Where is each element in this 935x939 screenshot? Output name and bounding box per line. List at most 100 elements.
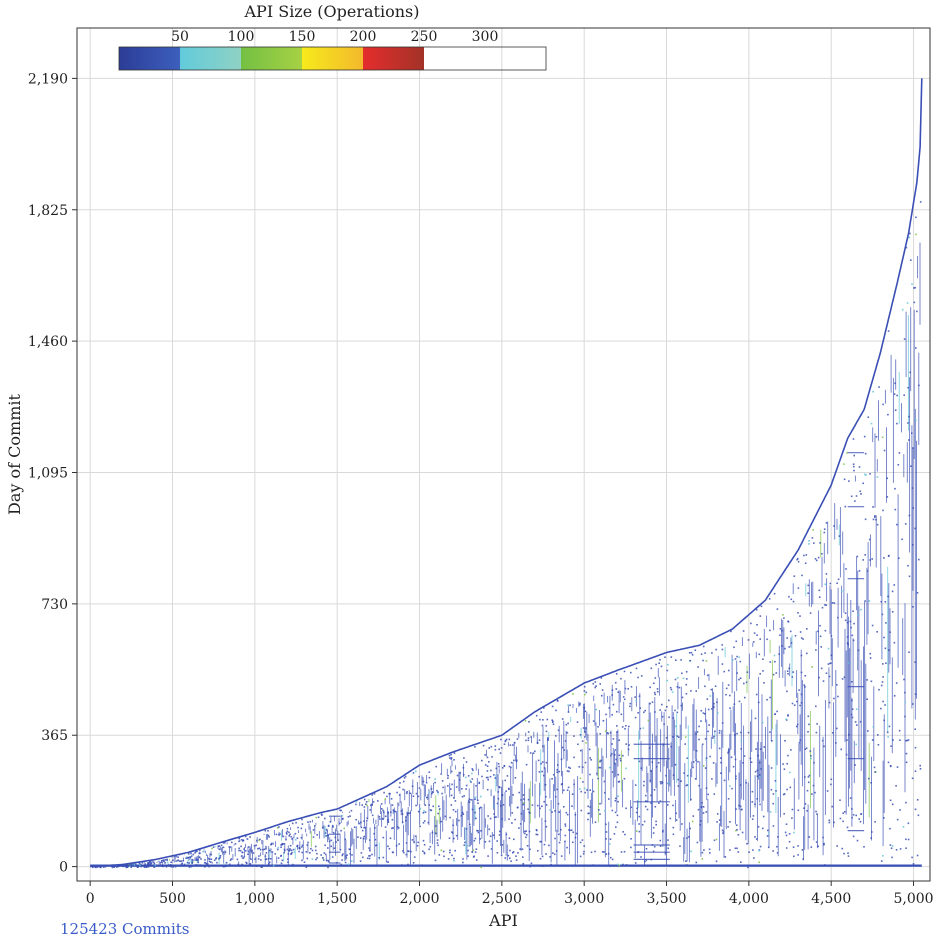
commit-point [649,686,651,689]
commit-point [353,826,356,828]
commit-point [864,600,866,602]
commit-point [96,866,99,868]
commit-point [450,753,452,756]
commit-point [242,857,245,859]
commit-point [781,645,783,647]
commit-point [680,704,683,707]
commit-point [506,775,509,777]
commit-point [337,839,339,841]
commit-point [351,854,353,856]
commit-point [246,838,249,840]
commit-point [695,690,697,692]
commit-point [654,711,656,713]
commit-point [169,865,171,867]
commit-point [702,806,705,808]
commit-point [843,463,845,465]
commit-point [855,743,857,746]
commit-point [634,696,636,698]
commit-point [893,641,896,644]
commit-point [733,703,736,705]
commit-point [236,858,239,861]
commit-point [519,848,521,850]
commit-point [527,737,530,739]
commit-point [883,719,885,722]
commit-point [655,820,657,823]
commit-point [616,710,618,713]
commit-point [447,774,449,777]
commit-point [243,848,245,850]
commit-point [471,778,474,780]
commit-point [747,731,750,734]
commit-point [283,843,285,845]
commit-point [415,770,417,773]
commit-point [228,863,231,866]
commit-point [729,849,731,851]
commit-point [296,837,299,839]
commit-point [685,860,687,862]
commit-point [881,436,884,439]
commit-point [516,738,519,740]
commit-point [560,855,563,857]
commit-point [402,788,404,791]
commit-point [345,857,348,859]
commit-point [519,823,522,825]
commit-point [267,830,269,832]
commit-point [622,831,624,833]
commit-point [362,856,364,859]
commit-point [305,851,308,853]
commit-point [877,734,879,736]
commit-point [639,707,641,709]
commit-point [363,837,365,840]
commit-point [524,720,527,722]
commit-point [652,850,655,853]
commit-point [623,777,626,780]
commit-point [839,799,841,801]
commit-point [889,631,891,633]
commit-point [916,799,919,801]
commit-point [392,827,394,829]
commit-point [547,739,549,741]
commit-point [880,684,883,687]
commit-point [832,732,834,734]
commit-point [610,754,612,757]
commit-point [552,720,554,723]
commit-point [556,769,558,771]
commit-point [312,836,315,838]
commit-point [436,842,439,844]
commit-point [149,860,151,863]
commit-point [507,854,510,857]
commit-point [431,792,433,795]
commit-point [585,742,587,744]
commit-point [856,724,858,726]
commit-point [524,832,526,835]
commit-point [894,409,897,411]
commit-point [581,766,584,768]
commit-point [544,820,547,822]
commit-point [659,658,661,661]
commit-point [698,738,700,741]
commit-point [767,846,770,849]
commit-point [676,711,679,714]
commit-point [587,805,589,808]
commit-point [828,821,831,824]
commit-point [649,779,651,782]
colorbar-frame [118,46,547,71]
commit-point [395,810,397,813]
commit-point [681,672,683,675]
commit-point [650,802,652,804]
commit-point [870,782,872,784]
commit-point [855,495,858,497]
commit-point [734,758,737,761]
commit-point [334,836,337,839]
commit-point [581,839,584,841]
commit-point [471,851,473,853]
commit-point [409,864,411,867]
commit-point [180,864,183,867]
commit-point [643,780,645,783]
commit-point [669,817,672,820]
commit-point [536,829,538,832]
commit-point [789,630,792,633]
commit-point [517,806,519,809]
commit-point [715,860,718,863]
commit-point [524,830,526,833]
